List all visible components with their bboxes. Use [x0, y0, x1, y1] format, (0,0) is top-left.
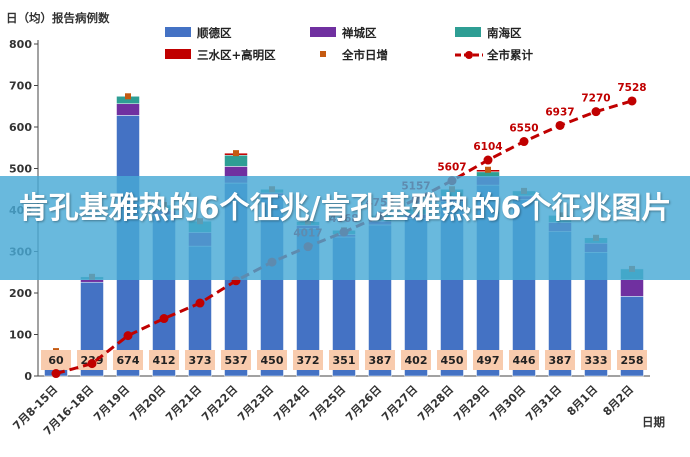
y-tick-label: 500 [9, 163, 32, 176]
y-tick-label: 600 [9, 121, 32, 134]
daily-total-box [437, 350, 467, 370]
cumulative-point [159, 314, 169, 324]
daily-total-box [545, 350, 575, 370]
daily-total-box [581, 350, 611, 370]
daily-total-box [41, 350, 71, 370]
bar-segment [80, 279, 104, 283]
cumulative-label: 7528 [617, 82, 646, 94]
daily-total-label: 412 [153, 354, 176, 367]
daily-total-box [149, 350, 179, 370]
x-tick-label: 7月27日 [379, 383, 420, 424]
daily-total-box [221, 350, 251, 370]
bar-segment [620, 279, 644, 297]
cumulative-label: 6104 [473, 141, 502, 153]
daily-total-label: 387 [369, 354, 392, 367]
cumulative-point [591, 107, 601, 117]
daily-total-label: 372 [297, 354, 320, 367]
daily-total-label: 333 [585, 354, 608, 367]
x-tick-label: 7月19日 [91, 383, 132, 424]
daily-total-box [401, 350, 431, 370]
cumulative-point [483, 155, 493, 165]
legend-label: 顺德区 [197, 26, 232, 40]
daily-total-label: 60 [48, 354, 64, 367]
cumulative-point [627, 96, 637, 106]
daily-total-marker [125, 93, 131, 100]
y-tick-label: 200 [9, 287, 32, 300]
x-tick-label: 8月1日 [565, 383, 601, 419]
cumulative-point [195, 298, 205, 308]
x-tick-label: 7月24日 [271, 383, 312, 424]
legend-label: 全市累计 [486, 48, 533, 62]
daily-total-box [473, 350, 503, 370]
daily-total-label: 537 [225, 354, 248, 367]
daily-total-marker [485, 166, 491, 173]
cumulative-label: 6550 [509, 123, 538, 135]
legend-label: 禅城区 [341, 26, 377, 40]
y-axis-title: 日（均）报告病例数 [6, 11, 110, 25]
daily-total-box [293, 350, 323, 370]
x-tick-label: 7月22日 [199, 383, 240, 424]
x-tick-label: 7月30日 [487, 383, 528, 424]
x-tick-label: 7月23日 [235, 383, 276, 424]
bar-segment [224, 154, 248, 167]
overlay-banner-text: 肯孔基雅热的6个征兆/肯孔基雅热的6个征兆图片 [18, 191, 672, 226]
legend-label: 三水区+高明区 [197, 48, 276, 62]
cumulative-point [123, 331, 133, 341]
cumulative-point [51, 369, 61, 379]
cumulative-label: 7270 [581, 93, 610, 105]
legend-swatch [455, 27, 481, 37]
cumulative-point [519, 137, 529, 147]
y-tick-label: 700 [9, 80, 32, 93]
daily-total-box [509, 350, 539, 370]
x-tick-label: 7月25日 [307, 383, 348, 424]
y-tick-label: 100 [9, 329, 32, 342]
x-axis-title: 日期 [642, 415, 665, 429]
overlay-banner [0, 176, 690, 280]
legend-swatch [165, 27, 191, 37]
daily-total-box [329, 350, 359, 370]
cumulative-label: 6937 [545, 106, 574, 118]
cumulative-label: 5607 [437, 162, 466, 174]
legend-swatch [310, 27, 336, 37]
daily-total-box [185, 350, 215, 370]
x-tick-label: 7月31日 [523, 383, 564, 424]
daily-total-label: 387 [549, 354, 572, 367]
daily-total-box [113, 350, 143, 370]
daily-total-box [617, 350, 647, 370]
y-tick-label: 800 [9, 38, 32, 51]
cumulative-point [555, 120, 565, 130]
x-tick-label: 8月2日 [601, 383, 637, 419]
x-tick-label: 7月26日 [343, 383, 384, 424]
daily-total-label: 497 [477, 354, 500, 367]
daily-total-label: 450 [261, 354, 284, 367]
daily-total-label: 351 [333, 354, 356, 367]
daily-total-box [257, 350, 287, 370]
daily-total-label: 674 [117, 354, 140, 367]
legend-swatch [165, 49, 191, 59]
y-tick-label: 0 [24, 370, 32, 383]
legend-swatch [320, 51, 326, 57]
cumulative-point [87, 359, 97, 369]
x-tick-label: 7月21日 [163, 383, 204, 424]
daily-total-box [365, 350, 395, 370]
daily-total-label: 258 [621, 354, 644, 367]
daily-total-label: 373 [189, 354, 212, 367]
x-tick-label: 7月20日 [127, 383, 168, 424]
legend-swatch-point [465, 51, 473, 59]
legend-label: 全市日增 [341, 48, 388, 62]
bar-segment [116, 103, 140, 116]
daily-total-label: 402 [405, 354, 428, 367]
legend-label: 南海区 [487, 26, 522, 40]
x-tick-label: 7月28日 [415, 383, 456, 424]
daily-total-marker [233, 150, 239, 157]
x-tick-label: 7月29日 [451, 383, 492, 424]
daily-total-label: 446 [513, 354, 536, 367]
daily-total-label: 450 [441, 354, 464, 367]
